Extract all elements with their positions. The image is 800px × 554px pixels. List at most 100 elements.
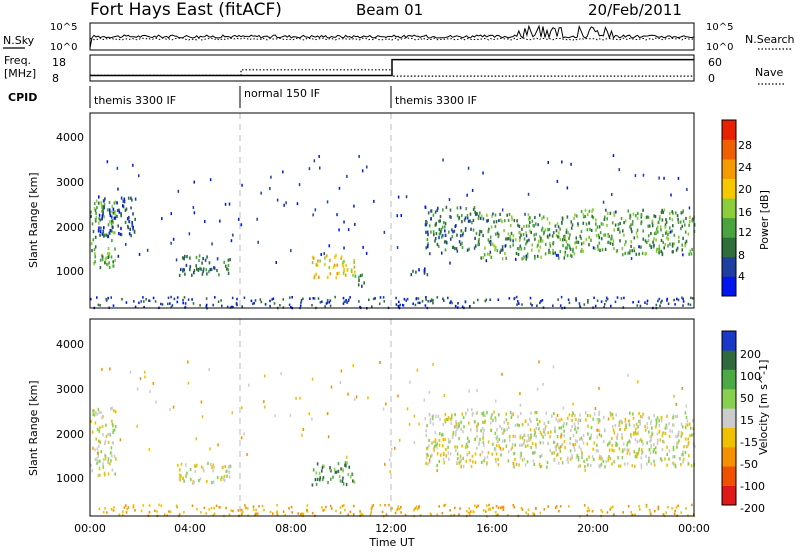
data-cell bbox=[111, 468, 114, 472]
data-cell bbox=[502, 508, 505, 511]
data-cell bbox=[391, 507, 394, 510]
data-cell bbox=[693, 223, 696, 227]
velocity-colorbar-swatch bbox=[722, 485, 736, 506]
data-cell bbox=[511, 443, 514, 447]
data-cell bbox=[600, 463, 603, 467]
data-cell bbox=[519, 392, 521, 396]
data-cell bbox=[588, 209, 591, 213]
data-cell bbox=[560, 417, 563, 421]
data-cell bbox=[624, 251, 626, 255]
data-cell bbox=[394, 446, 396, 450]
data-cell bbox=[445, 447, 447, 452]
data-cell bbox=[664, 457, 666, 461]
data-cell bbox=[463, 425, 465, 429]
data-cell bbox=[598, 241, 601, 245]
data-cell bbox=[482, 436, 484, 440]
data-cell bbox=[194, 464, 196, 468]
data-cell bbox=[581, 453, 584, 457]
data-cell bbox=[505, 412, 507, 416]
data-cell bbox=[221, 304, 223, 308]
data-cell bbox=[674, 465, 677, 469]
data-cell bbox=[315, 471, 318, 475]
data-cell bbox=[573, 216, 575, 220]
data-cell bbox=[306, 504, 309, 507]
data-cell bbox=[476, 389, 478, 393]
data-cell bbox=[557, 446, 560, 450]
data-cell bbox=[672, 448, 675, 452]
data-cell bbox=[478, 441, 481, 445]
data-cell bbox=[332, 265, 335, 269]
data-cell bbox=[205, 512, 207, 515]
data-cell bbox=[107, 252, 109, 256]
data-cell bbox=[197, 268, 200, 272]
data-cell bbox=[655, 238, 657, 242]
data-cell bbox=[431, 441, 433, 445]
data-cell bbox=[596, 428, 598, 432]
data-cell bbox=[530, 433, 532, 437]
data-cell bbox=[455, 420, 457, 424]
data-cell bbox=[474, 244, 477, 248]
data-cell bbox=[444, 233, 447, 237]
data-cell bbox=[454, 304, 457, 308]
data-cell bbox=[397, 394, 399, 398]
data-cell bbox=[583, 504, 586, 507]
data-cell bbox=[547, 228, 549, 232]
data-cell bbox=[544, 252, 547, 256]
data-cell bbox=[688, 422, 691, 426]
data-cell bbox=[430, 298, 433, 301]
data-cell bbox=[649, 439, 651, 443]
data-cell bbox=[656, 442, 659, 446]
data-cell bbox=[595, 222, 597, 226]
data-cell bbox=[333, 263, 336, 267]
data-cell bbox=[115, 424, 117, 429]
data-cell bbox=[120, 196, 123, 200]
data-cell bbox=[603, 215, 606, 219]
data-cell bbox=[508, 438, 511, 442]
data-cell bbox=[533, 428, 536, 432]
data-cell bbox=[575, 430, 578, 434]
data-cell bbox=[342, 296, 345, 300]
data-cell bbox=[111, 225, 114, 229]
data-cell bbox=[523, 441, 525, 446]
data-cell bbox=[629, 452, 631, 456]
data-cell bbox=[647, 224, 649, 228]
data-cell bbox=[107, 472, 110, 476]
data-cell bbox=[496, 428, 498, 432]
data-cell bbox=[575, 417, 577, 422]
data-cell bbox=[580, 242, 583, 246]
data-cell bbox=[212, 480, 215, 484]
data-cell bbox=[549, 448, 551, 452]
data-cell bbox=[465, 412, 467, 416]
data-cell bbox=[107, 440, 110, 444]
data-cell bbox=[601, 248, 604, 252]
data-cell bbox=[512, 462, 515, 465]
data-cell bbox=[465, 459, 468, 463]
data-cell bbox=[256, 512, 259, 515]
data-cell bbox=[276, 198, 279, 202]
data-cell bbox=[351, 472, 353, 476]
data-cell bbox=[94, 448, 96, 452]
data-cell bbox=[289, 296, 291, 299]
data-cell bbox=[434, 438, 437, 442]
data-cell bbox=[412, 269, 414, 273]
data-cell bbox=[224, 264, 227, 268]
data-cell bbox=[527, 192, 530, 196]
data-cell bbox=[481, 450, 484, 454]
data-cell bbox=[501, 220, 503, 224]
data-cell bbox=[563, 256, 566, 260]
data-cell bbox=[486, 455, 489, 459]
data-cell bbox=[681, 425, 684, 429]
data-cell bbox=[185, 463, 187, 467]
data-cell bbox=[598, 433, 601, 437]
data-cell bbox=[516, 246, 519, 251]
power-cbar-tick-4: 4 bbox=[738, 270, 745, 283]
data-cell bbox=[628, 419, 630, 423]
data-cell bbox=[649, 243, 651, 247]
data-cell bbox=[613, 247, 615, 251]
data-cell bbox=[110, 255, 113, 259]
noise-right-tick-top: 10^5 bbox=[706, 22, 733, 33]
data-cell bbox=[203, 506, 206, 510]
data-cell bbox=[133, 229, 136, 233]
data-cell bbox=[113, 506, 115, 509]
data-cell bbox=[241, 406, 243, 410]
